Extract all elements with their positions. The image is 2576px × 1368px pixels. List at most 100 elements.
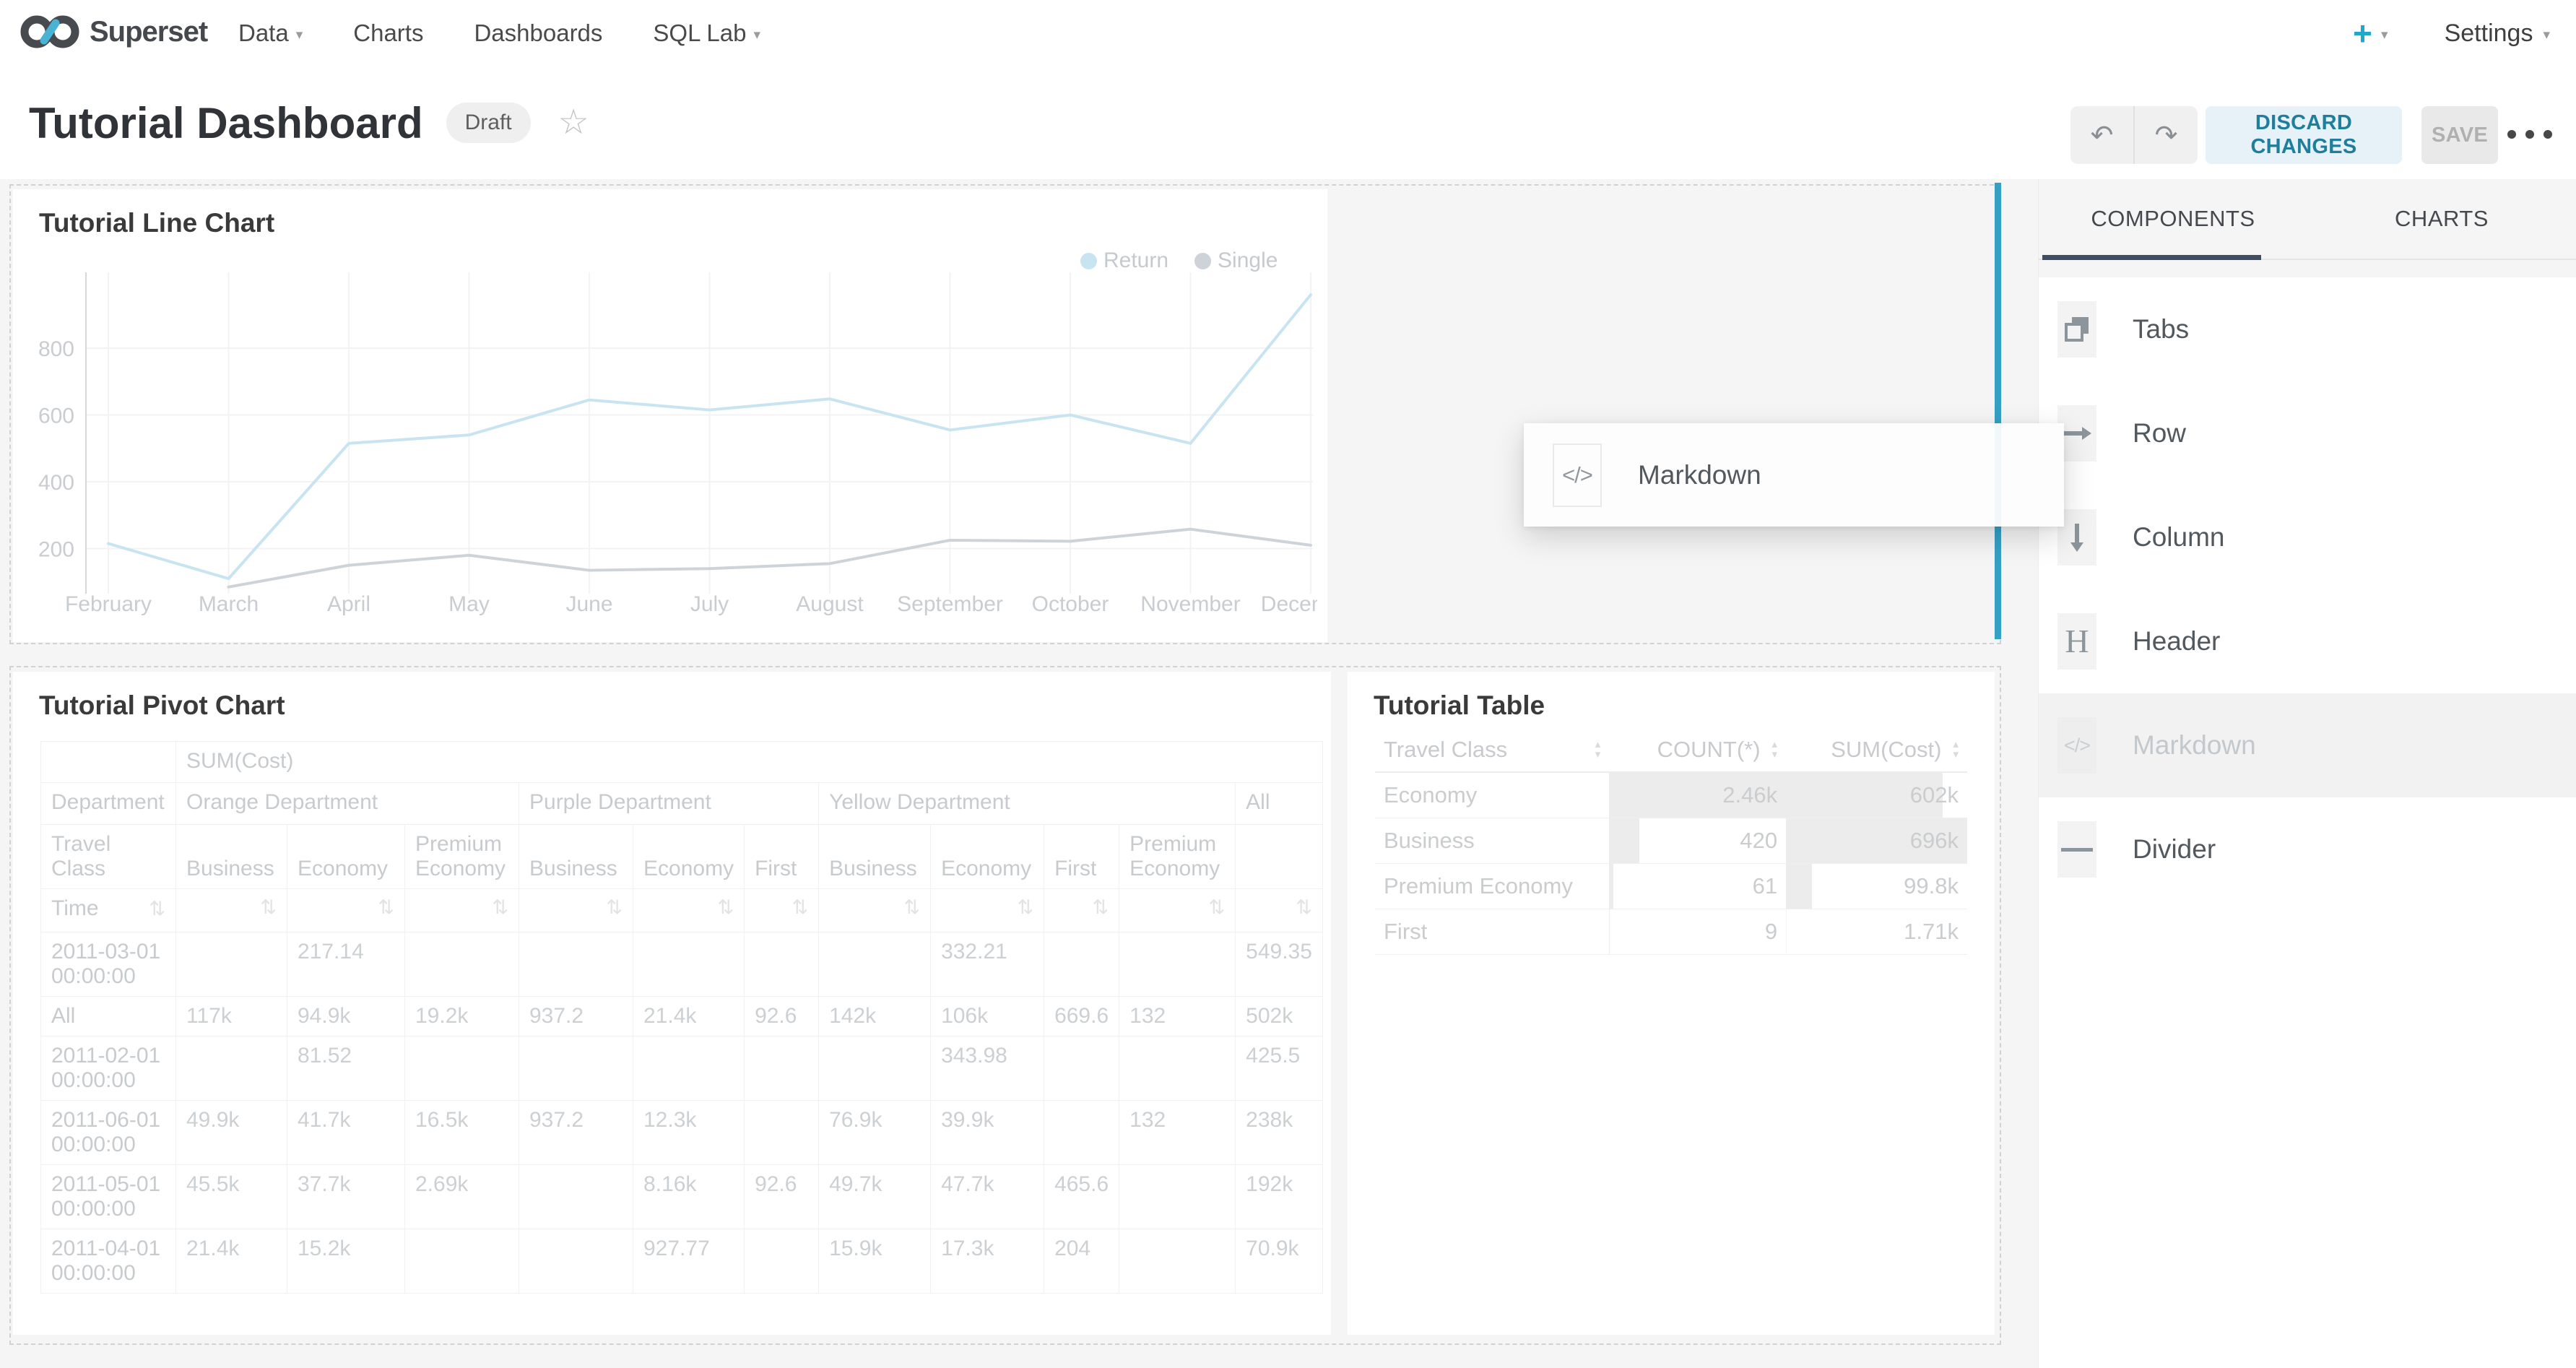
undo-redo-group: ↶ ↷ (2070, 106, 2198, 164)
svg-text:September: September (897, 592, 1003, 616)
pivot-cell: 39.9k (930, 1100, 1045, 1165)
superset-logo[interactable]: Superset (19, 12, 208, 52)
nav-item-data[interactable]: Data ▾ (238, 20, 303, 46)
line-chart-plot: February March April May June July August Septe… (38, 272, 1317, 616)
component-item-markdown[interactable]: </> Markdown (2039, 693, 2576, 797)
pivot-sort-cell[interactable]: ⇅ (818, 888, 932, 932)
top-nav: Superset Data ▾ Charts Dashboards SQL La… (0, 0, 2576, 66)
dashboard-header: Tutorial Dashboard Draft ☆ ↶ ↷ DISCARD C… (0, 66, 2576, 179)
pivot-sort-cell[interactable]: ⇅ (404, 888, 519, 932)
component-item-divider[interactable]: Divider (2039, 797, 2576, 901)
pivot-sort-cell[interactable]: ⇅ (1235, 888, 1323, 932)
status-badge: Draft (446, 103, 531, 143)
nav-item-dashboards[interactable]: Dashboards (474, 20, 603, 46)
column-header-sum-cost[interactable]: SUM(Cost) ▴ ▾ (1786, 728, 1967, 773)
pivot-cell: 47.7k (930, 1164, 1045, 1229)
pivot-cell: 142k (818, 996, 932, 1036)
pivot-cell: 12.3k (632, 1100, 745, 1165)
sidebar-tabs: COMPONENTS CHARTS (2039, 179, 2576, 260)
pivot-cell: 41.7k (287, 1100, 405, 1165)
tab-charts[interactable]: CHARTS (2395, 206, 2489, 231)
pivot-cell: 204 (1044, 1229, 1120, 1294)
pivot-data-row: 2011-05-01 00:00:00 45.5k 37.7k 2.69k 8.16k 9… (40, 1164, 1323, 1229)
redo-button[interactable]: ↷ (2133, 106, 2198, 164)
pivot-cell: 132 (1119, 996, 1236, 1036)
pivot-cell: 425.5 (1235, 1036, 1323, 1101)
pivot-time-header[interactable]: Time ⇅ (40, 888, 176, 932)
nav-menu: Data ▾ Charts Dashboards SQL Lab ▾ (238, 0, 760, 66)
drop-indicator (1995, 183, 2001, 639)
sort-icon: ⇅ (260, 896, 277, 918)
component-item-column[interactable]: Column (2039, 485, 2576, 589)
column-header-count[interactable]: COUNT(*) ▴ ▾ (1609, 728, 1787, 773)
tab-components[interactable]: COMPONENTS (2091, 206, 2255, 231)
pivot-cell: 2.69k (404, 1164, 519, 1229)
pivot-metric-label: SUM(Cost) (175, 741, 1323, 783)
settings-menu[interactable]: Settings ▾ (2444, 19, 2550, 47)
pivot-cell (1044, 932, 1120, 997)
pivot-cell: 238k (1235, 1100, 1323, 1165)
legend-item[interactable]: Single (1194, 248, 1278, 273)
pivot-data-row: 2011-02-01 00:00:00 81.52 343.98 425.5 (40, 1036, 1323, 1101)
pivot-sort-cell[interactable]: ⇅ (930, 888, 1045, 932)
svg-text:December: December (1261, 592, 1317, 616)
pivot-group-row: Department Orange Department Purple Depart… (40, 782, 1323, 825)
pivot-cell: 465.6 (1044, 1164, 1120, 1229)
component-item-row[interactable]: Row (2039, 381, 2576, 485)
svg-text:400: 400 (38, 471, 74, 495)
pivot-sort-cell[interactable]: ⇅ (287, 888, 405, 932)
pivot-data-row: All 117k 94.9k 19.2k 937.2 21.4k 92.6 142k 106k 6… (40, 996, 1323, 1036)
pivot-cell (519, 1229, 633, 1294)
pivot-table: SUM(Cost) Department Orange Department Purp… (40, 741, 1323, 1294)
pivot-cell: 45.5k (175, 1164, 287, 1229)
favorite-star-icon[interactable]: ☆ (558, 103, 589, 142)
nav-right: + ▾ Settings ▾ (2353, 0, 2550, 66)
pivot-col-dim: Travel Class (40, 824, 176, 889)
cell-travel-class: Business (1375, 818, 1610, 864)
markdown-drag-ghost[interactable]: </> Markdown (1524, 423, 2064, 527)
undo-button[interactable]: ↶ (2090, 120, 2114, 151)
table-row: Premium Economy 61 99.8k (1375, 863, 1967, 909)
sort-icon: ⇅ (792, 896, 809, 918)
pivot-class-label: Premium Economy (1119, 824, 1236, 889)
more-options-button[interactable] (2507, 130, 2552, 139)
line-chart-card[interactable]: Tutorial Line Chart Return Single Februar… (13, 189, 1327, 642)
pivot-sort-cell[interactable]: ⇅ (175, 888, 287, 932)
nav-item-charts[interactable]: Charts (353, 20, 424, 46)
pivot-sort-cell[interactable]: ⇅ (1119, 888, 1236, 932)
component-item-tabs[interactable]: Tabs (2039, 277, 2576, 381)
sort-icon: ⇅ (606, 896, 623, 918)
component-item-header[interactable]: H Header (2039, 589, 2576, 693)
pivot-cell: 21.4k (632, 996, 745, 1036)
pivot-sort-cell[interactable]: ⇅ (744, 888, 820, 932)
cell-count: 2.46k (1609, 772, 1787, 818)
svg-text:August: August (796, 592, 864, 616)
pivot-cell: 92.6 (744, 1164, 820, 1229)
cell-travel-class: Premium Economy (1375, 863, 1610, 909)
pivot-chart-card[interactable]: Tutorial Pivot Chart SUM(Cost) Department… (13, 672, 1331, 1335)
nav-item-sqllab[interactable]: SQL Lab ▾ (653, 20, 761, 46)
sort-icon: ⇅ (1208, 896, 1226, 918)
pivot-class-label: Economy (930, 824, 1045, 889)
pivot-cell: 217.14 (287, 932, 405, 997)
new-menu[interactable]: + ▾ (2353, 17, 2388, 50)
discard-changes-button[interactable]: DISCARD CHANGES (2206, 106, 2402, 164)
pivot-group-label: Yellow Department (818, 782, 1236, 825)
pivot-sort-cell[interactable]: ⇅ (632, 888, 745, 932)
table-chart-card[interactable]: Tutorial Table Travel Class ▴ ▾ COUNT(*) … (1348, 672, 1995, 1335)
save-button[interactable]: SAVE (2421, 106, 2498, 164)
pivot-sort-cell[interactable]: ⇅ (519, 888, 633, 932)
table-row: Economy 2.46k 602k (1375, 772, 1967, 818)
pivot-cell: 106k (930, 996, 1045, 1036)
pivot-sort-cell[interactable]: ⇅ (1044, 888, 1120, 932)
svg-text:200: 200 (38, 538, 74, 562)
pivot-cell: 94.9k (287, 996, 405, 1036)
column-header-travel-class[interactable]: Travel Class ▴ ▾ (1375, 728, 1610, 773)
pivot-row-dim: Department (40, 782, 176, 825)
pivot-metric-row: SUM(Cost) (40, 741, 1323, 783)
pivot-cell: 117k (175, 996, 287, 1036)
sort-icon: ▴ ▾ (1771, 738, 1778, 761)
edit-row-outline[interactable] (9, 666, 2001, 1345)
dashboard-title[interactable]: Tutorial Dashboard (29, 98, 423, 147)
legend-item[interactable]: Return (1080, 248, 1168, 273)
